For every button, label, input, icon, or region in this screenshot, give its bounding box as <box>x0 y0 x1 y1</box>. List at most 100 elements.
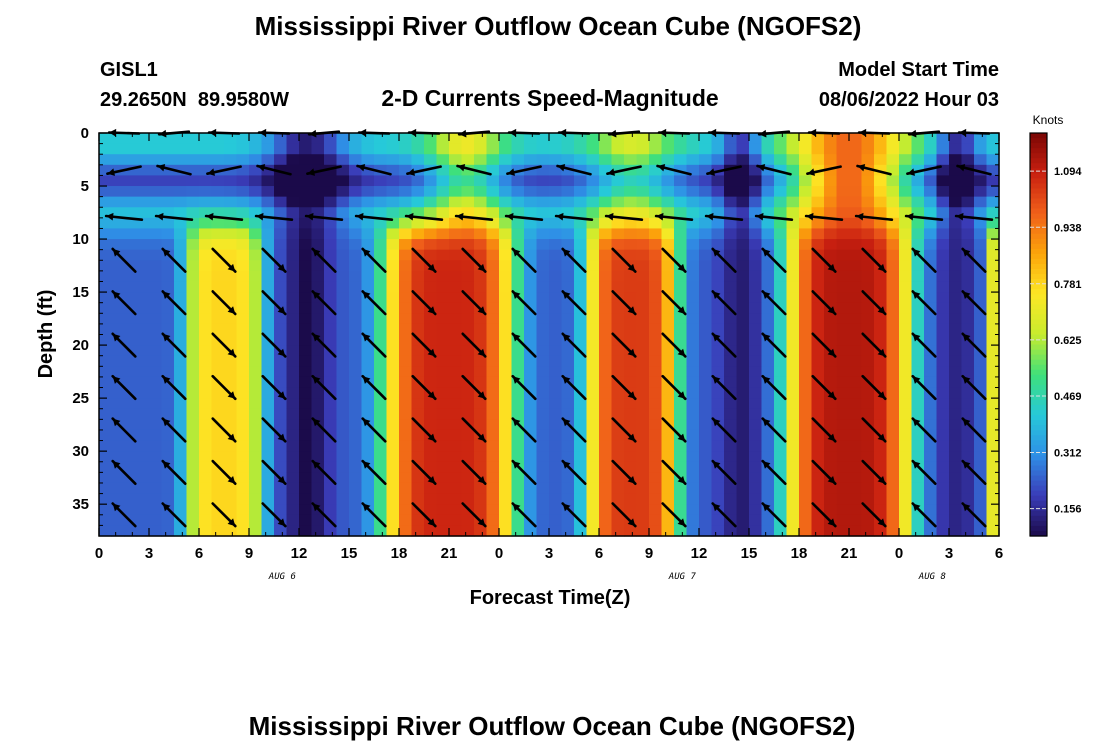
heatmap-cell <box>136 525 150 537</box>
heatmap-cell <box>299 408 313 420</box>
heatmap-cell <box>236 260 250 272</box>
heatmap-cell <box>899 408 913 420</box>
heatmap-cell <box>949 323 963 336</box>
heatmap-cell <box>674 143 688 155</box>
heatmap-cell <box>299 154 313 166</box>
heatmap-cell <box>599 281 613 293</box>
heatmap-cell <box>574 249 588 261</box>
heatmap-cell <box>599 355 613 367</box>
heatmap-cell <box>211 514 225 526</box>
main-title: Mississippi River Outflow Ocean Cube (NG… <box>255 11 862 41</box>
current-vector <box>861 417 887 443</box>
heatmap-cell <box>249 217 263 230</box>
heatmap-cell <box>824 334 838 346</box>
heatmap-cell <box>111 143 125 155</box>
current-vector <box>211 290 237 316</box>
heatmap-cell <box>674 239 688 251</box>
heatmap-cell <box>386 355 400 367</box>
heatmap-cell <box>936 207 950 219</box>
heatmap-cell <box>236 217 250 230</box>
heatmap-cell <box>336 440 350 452</box>
heatmap-cell <box>511 387 525 399</box>
heatmap-cell <box>611 514 625 526</box>
heatmap-cell <box>336 398 350 410</box>
heatmap-cell <box>186 154 200 166</box>
heatmap-cell <box>749 217 763 230</box>
heatmap-cell <box>474 292 488 304</box>
heatmap-cell <box>424 355 438 367</box>
heatmap-cell <box>849 175 863 187</box>
heatmap-cell <box>524 376 538 389</box>
heatmap-cell <box>511 143 525 155</box>
heatmap-cell <box>349 334 363 346</box>
heatmap-cell <box>774 154 788 166</box>
heatmap-cell <box>449 186 463 198</box>
heatmap-cell <box>974 313 988 325</box>
heatmap-cell <box>936 133 950 145</box>
colorbar-segment <box>1030 188 1047 195</box>
current-vector <box>811 374 837 401</box>
heatmap-cell <box>411 302 425 314</box>
heatmap-cell <box>261 217 275 230</box>
heatmap-cell <box>661 355 675 367</box>
heatmap-cell <box>961 228 975 240</box>
heatmap-cell <box>836 323 850 336</box>
heatmap-cell <box>511 482 525 495</box>
heatmap-cell <box>911 355 925 367</box>
heatmap-cell <box>224 366 238 378</box>
heatmap-cell <box>336 249 350 261</box>
heatmap-cell <box>574 376 588 389</box>
heatmap-cell <box>799 217 813 230</box>
heatmap-cell <box>986 281 1000 293</box>
heatmap-cell <box>761 387 775 399</box>
heatmap-cell <box>774 482 788 495</box>
heatmap-cell <box>561 451 575 463</box>
heatmap-cell <box>324 186 338 198</box>
heatmap-cell <box>361 429 375 442</box>
heatmap-cell <box>299 292 313 304</box>
current-vector <box>961 332 987 358</box>
heatmap-cell <box>974 366 988 378</box>
heatmap-cell <box>399 525 413 537</box>
heatmap-cell <box>749 323 763 336</box>
heatmap-cell <box>224 270 238 283</box>
heatmap-cell <box>136 429 150 442</box>
heatmap-cell <box>686 376 700 389</box>
heatmap-cell <box>486 143 500 155</box>
heatmap-cell <box>486 514 500 526</box>
colorbar-segment <box>1030 324 1047 331</box>
current-vector <box>411 374 437 401</box>
heatmap-cell <box>436 302 450 314</box>
heatmap-cell <box>236 493 250 505</box>
heatmap-cell <box>374 313 388 325</box>
heatmap-cell <box>786 334 800 346</box>
heatmap-cell <box>486 270 500 283</box>
heatmap-cell <box>261 207 275 219</box>
heatmap-cell <box>499 207 513 219</box>
heatmap-cell <box>849 143 863 155</box>
heatmap-cell <box>824 249 838 261</box>
heatmap-cell <box>599 164 613 177</box>
heatmap-cell <box>799 429 813 442</box>
heatmap-cell <box>699 345 713 357</box>
heatmap-cell <box>911 175 925 187</box>
heatmap-cell <box>699 408 713 420</box>
heatmap-cell <box>686 408 700 420</box>
heatmap-cell <box>186 260 200 272</box>
heatmap-cell <box>336 355 350 367</box>
heatmap-cell <box>711 387 725 399</box>
heatmap-cell <box>136 313 150 325</box>
current-vector <box>156 164 192 176</box>
heatmap-cell <box>974 292 988 304</box>
heatmap-cell <box>336 154 350 166</box>
heatmap-cell <box>124 164 138 177</box>
heatmap-cell <box>299 387 313 399</box>
heatmap-cell <box>936 451 950 463</box>
heatmap-cell <box>649 440 663 452</box>
heatmap-cell <box>899 281 913 293</box>
heatmap-cell <box>549 228 563 240</box>
heatmap-cell <box>749 260 763 272</box>
heatmap-cell <box>749 451 763 463</box>
current-vector <box>461 247 487 273</box>
